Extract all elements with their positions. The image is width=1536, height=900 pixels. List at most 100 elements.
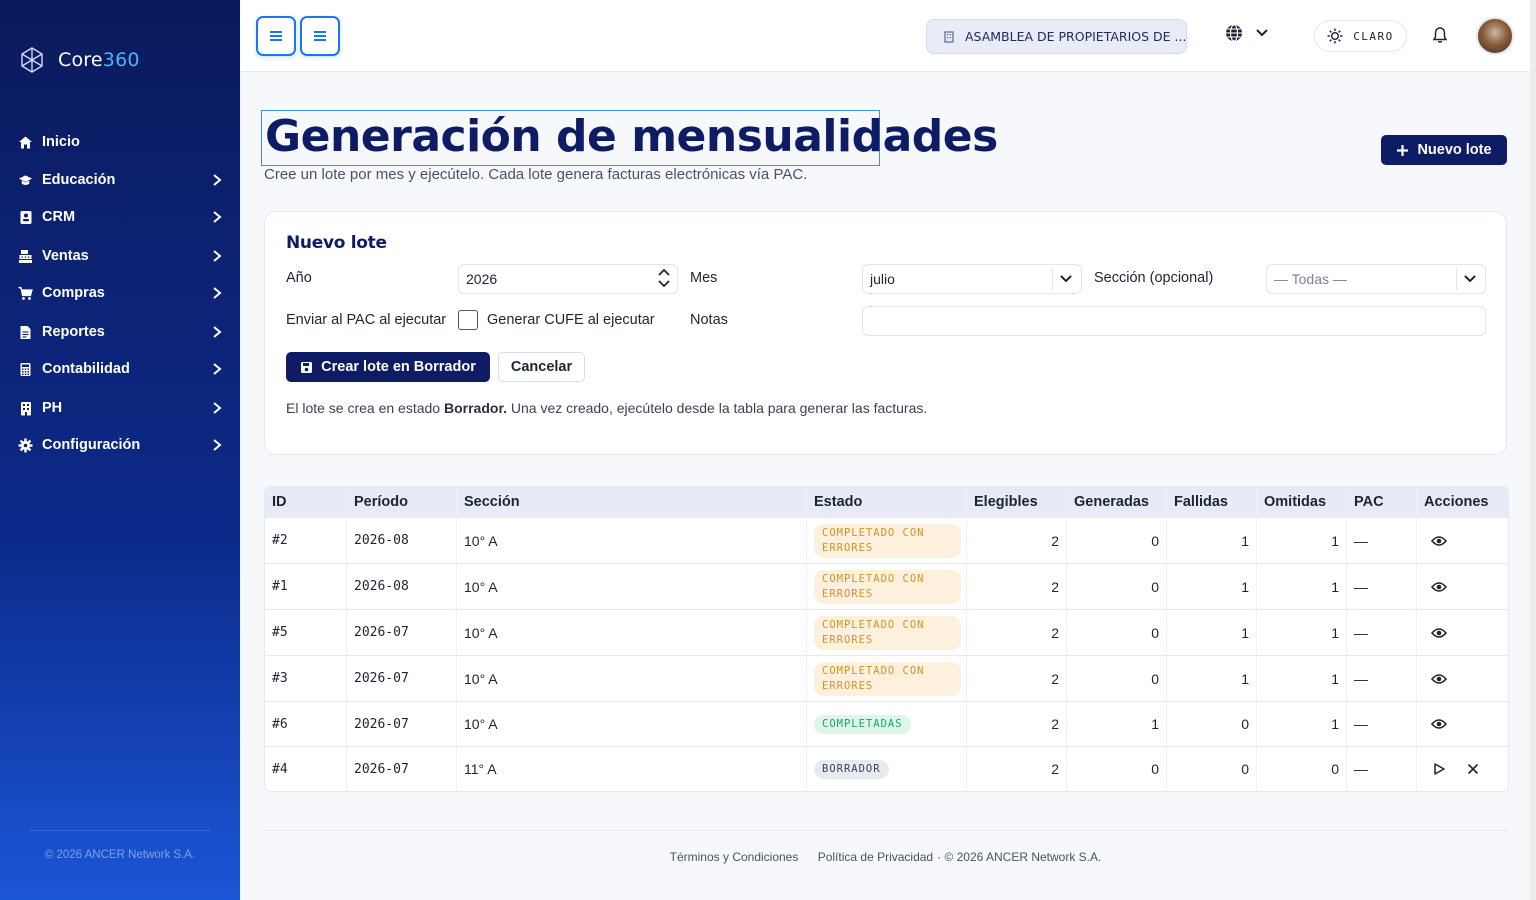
month-label: Mes [690, 270, 718, 286]
sidebar-footer: © 2026 ANCER Network S.A. [30, 830, 210, 861]
column-header: Sección [456, 487, 806, 517]
cell-failed: 1 [1166, 609, 1256, 655]
cell-section: 11° A [456, 746, 806, 791]
sidebar-item-educacion[interactable]: Educación [0, 161, 240, 199]
sidebar-item-reportes[interactable]: Reportes [0, 313, 240, 351]
month-value: julio [870, 271, 895, 287]
theme-toggle[interactable]: CLARO [1314, 20, 1407, 52]
hamburger-icon [270, 31, 282, 41]
cell-omitted: 1 [1256, 655, 1346, 701]
notes-input[interactable] [862, 306, 1486, 336]
cell-section: 10° A [456, 563, 806, 609]
cell-section: 10° A [456, 609, 806, 655]
sidebar-item-ph[interactable]: PH [0, 389, 240, 427]
eye-icon[interactable] [1429, 531, 1449, 551]
cell-omitted: 1 [1256, 517, 1346, 563]
sun-icon [1327, 28, 1343, 44]
status-badge: COMPLETADAS [814, 715, 911, 734]
cell-period: 2026-07 [346, 609, 456, 655]
create-draft-label: Crear lote en Borrador [321, 359, 476, 375]
sidebar-item-contabilidad[interactable]: Contabilidad [0, 350, 240, 388]
cell-status: COMPLETADO CON ERRORES [806, 609, 966, 655]
cell-eligible: 2 [966, 563, 1066, 609]
cell-status: COMPLETADO CON ERRORES [806, 517, 966, 563]
cell-generated: 0 [1066, 746, 1166, 791]
save-icon [301, 361, 313, 373]
cell-status: BORRADOR [806, 746, 966, 791]
bell-icon [1432, 27, 1448, 43]
notifications-button[interactable] [1432, 26, 1448, 49]
cell-period: 2026-07 [346, 701, 456, 746]
column-header: Acciones [1416, 487, 1508, 517]
menu-collapse-button[interactable] [300, 16, 340, 56]
sidebar-item-crm[interactable]: CRM [0, 198, 240, 236]
section-select[interactable]: — Todas — [1266, 264, 1486, 294]
organization-selector[interactable]: ASAMBLEA DE PROPIETARIOS DE ... [926, 19, 1187, 54]
globe-icon [1226, 24, 1242, 42]
cell-eligible: 2 [966, 609, 1066, 655]
table-row[interactable]: #5 2026-07 10° A COMPLETADO CON ERRORES 2 0 1 1… [265, 609, 1508, 655]
column-header: Generadas [1066, 487, 1166, 517]
terms-link[interactable]: Términos y Condiciones [669, 850, 799, 864]
status-badge: BORRADOR [814, 760, 889, 779]
table-row[interactable]: #2 2026-08 10° A COMPLETADO CON ERRORES 2 0 1 1… [265, 517, 1508, 563]
language-selector[interactable] [1225, 24, 1269, 42]
organization-name: ASAMBLEA DE PROPIETARIOS DE ... [965, 29, 1187, 44]
year-input[interactable]: 2026 [458, 264, 678, 294]
cell-pac: — [1346, 746, 1416, 791]
eye-icon[interactable] [1429, 623, 1449, 643]
avatar[interactable] [1476, 17, 1514, 55]
cell-failed: 0 [1166, 746, 1256, 791]
play-icon[interactable] [1429, 759, 1449, 779]
year-stepper[interactable] [657, 267, 671, 289]
brand[interactable]: Core360 [18, 46, 140, 74]
month-select[interactable]: julio [862, 264, 1082, 294]
table-row[interactable]: #6 2026-07 10° A COMPLETADAS 2 1 0 1— [265, 701, 1508, 746]
privacy-link[interactable]: Política de Privacidad [817, 850, 934, 864]
cell-pac: — [1346, 609, 1416, 655]
sidebar-item-configuracion[interactable]: Configuración [0, 426, 240, 464]
chevron-down-icon[interactable] [657, 279, 671, 289]
section-label: Sección (opcional) [1094, 270, 1214, 286]
chevron-right-icon [213, 287, 222, 299]
topbar: ASAMBLEA DE PROPIETARIOS DE ... CLARO [240, 0, 1530, 72]
status-badge: COMPLETADO CON ERRORES [814, 615, 961, 650]
cell-generated: 0 [1066, 517, 1166, 563]
eye-icon[interactable] [1429, 669, 1449, 689]
cell-actions [1416, 701, 1508, 746]
sidebar-item-ventas[interactable]: Ventas [0, 237, 240, 275]
cancel-button[interactable]: Cancelar [498, 352, 585, 382]
cell-actions [1416, 563, 1508, 609]
cell-period: 2026-07 [346, 746, 456, 791]
new-batch-button[interactable]: Nuevo lote [1381, 135, 1507, 165]
cash-register-icon [18, 249, 33, 264]
cell-generated: 0 [1066, 609, 1166, 655]
sidebar-item-compras[interactable]: Compras [0, 274, 240, 312]
sidebar-item-label: Compras [42, 285, 105, 301]
cufe-checkbox[interactable] [458, 310, 478, 330]
page-scrollbar[interactable] [1530, 0, 1536, 900]
close-icon[interactable] [1463, 759, 1483, 779]
chevron-down-icon [1256, 29, 1268, 37]
sidebar-item-inicio[interactable]: Inicio [0, 123, 240, 161]
chevron-up-icon[interactable] [657, 267, 671, 277]
column-header: Fallidas [1166, 487, 1256, 517]
sidebar-item-label: Ventas [42, 248, 89, 264]
cell-omitted: 1 [1256, 609, 1346, 655]
cell-pac: — [1346, 701, 1416, 746]
column-header: Período [346, 487, 456, 517]
page-title: Generación de mensualidades [265, 111, 998, 162]
cell-omitted: 1 [1256, 563, 1346, 609]
eye-icon[interactable] [1429, 577, 1449, 597]
cell-omitted: 0 [1256, 746, 1346, 791]
table-row[interactable]: #3 2026-07 10° A COMPLETADO CON ERRORES 2 0 1 1… [265, 655, 1508, 701]
menu-toggle-button[interactable] [256, 16, 296, 56]
status-badge: COMPLETADO CON ERRORES [814, 523, 961, 558]
create-draft-button[interactable]: Crear lote en Borrador [286, 352, 490, 382]
cell-section: 10° A [456, 517, 806, 563]
table-row[interactable]: #1 2026-08 10° A COMPLETADO CON ERRORES 2 0 1 1… [265, 563, 1508, 609]
cufe-label[interactable]: Generar CUFE al ejecutar [487, 312, 655, 328]
table-row[interactable]: #4 2026-07 11° A BORRADOR 2 0 0 0— [265, 746, 1508, 791]
eye-icon[interactable] [1429, 714, 1449, 734]
cell-eligible: 2 [966, 701, 1066, 746]
